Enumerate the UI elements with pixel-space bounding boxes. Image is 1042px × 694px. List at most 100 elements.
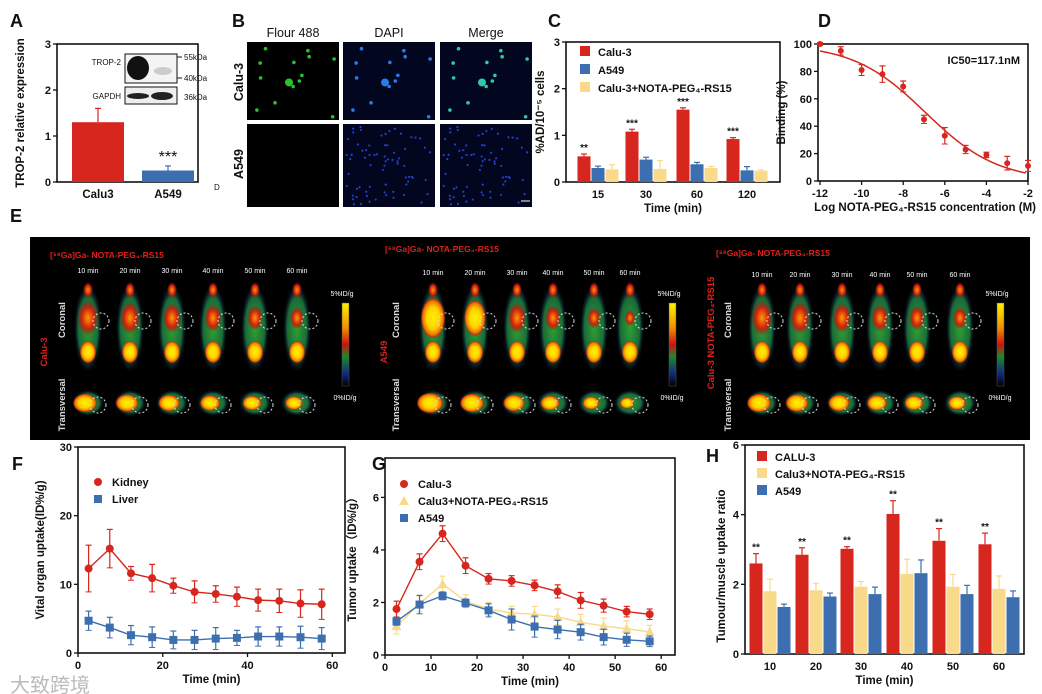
mouse-transversal [459, 390, 494, 416]
data-point [84, 616, 93, 625]
x-axis-label: Time (min) [501, 676, 559, 688]
mouse-transversal [417, 390, 452, 416]
x-tick-label: 0 [75, 660, 81, 672]
nucleus [419, 137, 422, 140]
bar [577, 156, 591, 182]
hotspot-head [83, 282, 93, 298]
mouse-transversal [239, 390, 274, 416]
time-label: 50 min [583, 270, 604, 277]
x-tick-label: -8 [898, 188, 908, 200]
row-label: A549 [232, 149, 246, 179]
nucleus [410, 136, 413, 139]
cell [306, 48, 310, 53]
group-label: A549 [379, 341, 390, 364]
cell [359, 46, 364, 51]
colorbar [996, 302, 1005, 387]
tumor-marker [256, 396, 274, 414]
data-point [94, 495, 102, 503]
image-background [247, 42, 339, 120]
x-tick-label: 15 [592, 189, 604, 201]
nucleus [399, 132, 403, 135]
transversal-hotspot [242, 395, 262, 411]
plot-frame [56, 43, 199, 183]
bar [777, 606, 791, 654]
nucleus [448, 194, 451, 197]
bar [854, 586, 868, 654]
nucleus [384, 144, 387, 147]
data-point [817, 41, 823, 47]
legend-label: A549 [598, 65, 624, 77]
tumor-marker [521, 312, 539, 330]
mouse-coronal [580, 282, 616, 372]
nucleus [393, 151, 396, 154]
hotspot-bladder [80, 341, 96, 363]
hotspot-chest [162, 302, 182, 334]
time-label: 40 min [869, 272, 890, 279]
y-tick-label: 10 [60, 579, 72, 591]
image-background [343, 124, 435, 207]
bar [868, 594, 882, 654]
view-label-transversal: Transversal [723, 379, 734, 432]
x-tick-label: -6 [940, 188, 950, 200]
x-tick-label: Calu3 [82, 189, 113, 201]
hotspot-head [250, 282, 260, 298]
y-tick-label: 6 [373, 492, 379, 504]
nucleus [489, 190, 492, 193]
nucleus [388, 129, 391, 133]
nucleus [520, 146, 523, 149]
nucleus [481, 183, 484, 186]
data-point [254, 596, 263, 605]
nucleus [428, 151, 432, 154]
nucleus [403, 164, 406, 168]
view-label-coronal: Coronal [723, 302, 734, 338]
data-point [169, 581, 178, 590]
y-tick-label: 0 [733, 649, 739, 661]
hotspot-bladder [754, 341, 770, 363]
data-point [879, 71, 886, 78]
nucleus [386, 158, 390, 161]
mouse-transversal [901, 390, 936, 416]
x-axis-label: Log NOTA-PEG₄-RS15 concentration (M) [814, 202, 1036, 214]
transversal-hotspot [115, 394, 139, 412]
legend-label: Calu3+NOTA-PEG₄-RS15 [418, 496, 548, 508]
scale-max-label: 5%ID/g [658, 291, 681, 298]
legend-swatch [580, 64, 590, 74]
time-label: 20 min [119, 268, 140, 275]
cell [273, 101, 277, 105]
mouse-transversal [197, 390, 232, 416]
nucleus [471, 198, 474, 201]
panel-label-g: G [372, 454, 386, 474]
nucleus [517, 201, 520, 204]
nucleus [472, 153, 476, 156]
transversal-hotspot [948, 396, 966, 410]
mouse-coronal [74, 282, 110, 372]
column-header: Merge [468, 26, 503, 40]
panel-label-d: D [818, 11, 831, 31]
transversal-hotspot [285, 396, 303, 410]
tumor-marker [476, 396, 494, 414]
cell [330, 114, 335, 119]
hotspot-bladder [509, 341, 525, 363]
legend-label: Calu-3+NOTA-PEG₄-RS15 [598, 83, 732, 95]
x-tick-label: -4 [982, 188, 993, 200]
transversal-hotspot [620, 397, 634, 409]
nucleus [358, 186, 361, 189]
cell [490, 79, 495, 83]
nucleus [490, 151, 493, 154]
hotspot-head [837, 282, 847, 298]
time-label: 50 min [244, 268, 265, 275]
nucleus [465, 153, 468, 157]
bar [960, 594, 974, 654]
nucleus [482, 193, 485, 197]
hotspot-chest [545, 305, 561, 331]
cell [451, 76, 456, 80]
data-point [437, 579, 448, 589]
tumor-marker [595, 396, 613, 414]
x-tick-label: 30 [640, 189, 652, 201]
nucleus [424, 178, 427, 181]
hotspot-chest [587, 307, 601, 329]
fit-curve [819, 50, 1027, 174]
data-point [921, 116, 927, 123]
x-axis-label: Time (min) [644, 203, 702, 215]
